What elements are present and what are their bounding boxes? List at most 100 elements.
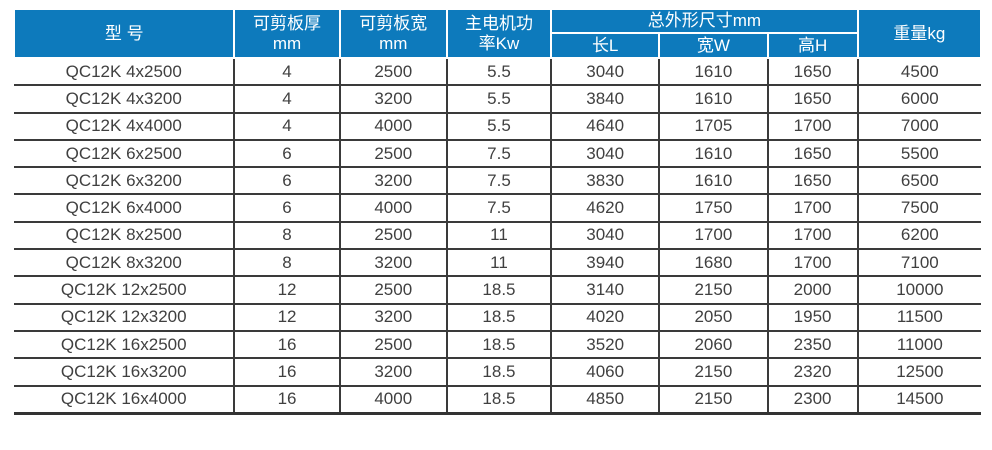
spec-table-header: 型 号 可剪板厚 mm 可剪板宽 mm 主电机功 率Kw 总外形尺寸mm 重量k… xyxy=(12,8,983,59)
cell-power-kw: 11 xyxy=(445,220,553,251)
cell-thickness-mm: 4 xyxy=(233,111,341,141)
cell-thickness-mm: 6 xyxy=(233,193,341,223)
cell-length-mm: 3840 xyxy=(550,84,661,114)
cell-height-mm: 1650 xyxy=(766,84,859,114)
cell-thickness-mm: 8 xyxy=(233,220,341,251)
header-weight: 重量kg xyxy=(856,8,983,59)
header-width-line1: 可剪板宽 xyxy=(359,13,428,33)
cell-power-kw: 5.5 xyxy=(445,58,553,87)
cell-width-mm: 4000 xyxy=(338,384,448,415)
cell-power-kw: 18.5 xyxy=(445,329,553,360)
cell-weight-kg: 7000 xyxy=(856,111,981,141)
cell-model: QC12K 16x2500 xyxy=(14,329,236,360)
cell-width-overall-mm: 1610 xyxy=(658,84,769,114)
cell-length-mm: 3040 xyxy=(550,58,661,87)
cell-weight-kg: 6500 xyxy=(856,166,981,196)
cell-height-mm: 2320 xyxy=(766,357,859,387)
cell-width-overall-mm: 1750 xyxy=(658,193,769,223)
cell-height-mm: 1700 xyxy=(766,193,859,223)
header-thickness-unit: mm xyxy=(272,33,302,53)
cell-power-kw: 18.5 xyxy=(445,275,553,305)
cell-width-mm: 3200 xyxy=(338,84,448,114)
spec-table: 型 号 可剪板厚 mm 可剪板宽 mm 主电机功 率Kw 总外形尺寸mm 重量k… xyxy=(12,8,983,415)
cell-power-kw: 7.5 xyxy=(445,138,553,169)
cell-thickness-mm: 12 xyxy=(233,275,341,305)
cell-thickness-mm: 16 xyxy=(233,329,341,360)
cell-model: QC12K 4x3200 xyxy=(14,84,236,114)
cell-model: QC12K 16x3200 xyxy=(14,357,236,387)
cell-model: QC12K 8x2500 xyxy=(14,220,236,251)
header-thickness: 可剪板厚 mm xyxy=(233,8,341,59)
header-thickness-line1: 可剪板厚 xyxy=(253,13,322,33)
cell-height-mm: 1700 xyxy=(766,248,859,278)
cell-length-mm: 4620 xyxy=(550,193,661,223)
cell-weight-kg: 11500 xyxy=(856,302,981,332)
cell-length-mm: 4060 xyxy=(550,357,661,387)
table-row: QC12K 6x2500 6 2500 7.5 3040 1610 1650 5500 xyxy=(14,138,981,169)
cell-power-kw: 7.5 xyxy=(445,193,553,223)
cell-weight-kg: 6200 xyxy=(856,220,981,251)
cell-length-mm: 4850 xyxy=(550,384,661,415)
cell-power-kw: 5.5 xyxy=(445,84,553,114)
cell-width-overall-mm: 1610 xyxy=(658,138,769,169)
cell-width-overall-mm: 2150 xyxy=(658,275,769,305)
cell-width-overall-mm: 1680 xyxy=(658,248,769,278)
cell-width-overall-mm: 1705 xyxy=(658,111,769,141)
cell-height-mm: 1950 xyxy=(766,302,859,332)
cell-height-mm: 1650 xyxy=(766,166,859,196)
header-dim-width: 宽W xyxy=(658,32,769,59)
cell-length-mm: 3140 xyxy=(550,275,661,305)
cell-thickness-mm: 6 xyxy=(233,166,341,196)
cell-model: QC12K 12x2500 xyxy=(14,275,236,305)
cell-height-mm: 1700 xyxy=(766,220,859,251)
cell-height-mm: 2000 xyxy=(766,275,859,305)
cell-model: QC12K 6x2500 xyxy=(14,138,236,169)
cell-power-kw: 5.5 xyxy=(445,111,553,141)
cell-power-kw: 18.5 xyxy=(445,357,553,387)
cell-weight-kg: 7100 xyxy=(856,248,981,278)
cell-model: QC12K 6x4000 xyxy=(14,193,236,223)
cell-width-overall-mm: 1700 xyxy=(658,220,769,251)
cell-width-overall-mm: 1610 xyxy=(658,58,769,87)
table-row: QC12K 12x2500 12 2500 18.5 3140 2150 2000 10000 xyxy=(14,275,981,305)
header-power: 主电机功 率Kw xyxy=(445,8,553,59)
cell-weight-kg: 12500 xyxy=(856,357,981,387)
cell-width-overall-mm: 2060 xyxy=(658,329,769,360)
table-row: QC12K 6x3200 6 3200 7.5 3830 1610 1650 6500 xyxy=(14,166,981,196)
cell-weight-kg: 5500 xyxy=(856,138,981,169)
cell-weight-kg: 7500 xyxy=(856,193,981,223)
cell-length-mm: 3520 xyxy=(550,329,661,360)
cell-power-kw: 7.5 xyxy=(445,166,553,196)
cell-length-mm: 4020 xyxy=(550,302,661,332)
cell-width-mm: 4000 xyxy=(338,193,448,223)
cell-thickness-mm: 8 xyxy=(233,248,341,278)
cell-thickness-mm: 16 xyxy=(233,357,341,387)
cell-width-mm: 2500 xyxy=(338,329,448,360)
cell-height-mm: 2350 xyxy=(766,329,859,360)
cell-width-mm: 3200 xyxy=(338,302,448,332)
cell-power-kw: 18.5 xyxy=(445,384,553,415)
table-row: QC12K 16x4000 16 4000 18.5 4850 2150 2300 14500 xyxy=(14,384,981,415)
table-row: QC12K 8x2500 8 2500 11 3040 1700 1700 6200 xyxy=(14,220,981,251)
table-row: QC12K 4x4000 4 4000 5.5 4640 1705 1700 7000 xyxy=(14,111,981,141)
cell-width-mm: 2500 xyxy=(338,138,448,169)
cell-model: QC12K 4x2500 xyxy=(14,58,236,87)
cell-weight-kg: 4500 xyxy=(856,58,981,87)
cell-width-overall-mm: 2150 xyxy=(658,384,769,415)
table-row: QC12K 16x2500 16 2500 18.5 3520 2060 2350 11000 xyxy=(14,329,981,360)
header-width-unit: mm xyxy=(379,33,408,53)
cell-model: QC12K 4x4000 xyxy=(14,111,236,141)
header-power-line1: 主电机功 xyxy=(464,13,533,33)
cell-power-kw: 11 xyxy=(445,248,553,278)
cell-length-mm: 3830 xyxy=(550,166,661,196)
cell-weight-kg: 6000 xyxy=(856,84,981,114)
header-dim-length: 长L xyxy=(550,32,661,59)
table-row: QC12K 4x3200 4 3200 5.5 3840 1610 1650 6000 xyxy=(14,84,981,114)
cell-model: QC12K 16x4000 xyxy=(14,384,236,415)
cell-width-mm: 2500 xyxy=(338,275,448,305)
cell-width-mm: 3200 xyxy=(338,248,448,278)
cell-height-mm: 1650 xyxy=(766,138,859,169)
cell-power-kw: 18.5 xyxy=(445,302,553,332)
cell-width-overall-mm: 1610 xyxy=(658,166,769,196)
cell-length-mm: 3940 xyxy=(550,248,661,278)
